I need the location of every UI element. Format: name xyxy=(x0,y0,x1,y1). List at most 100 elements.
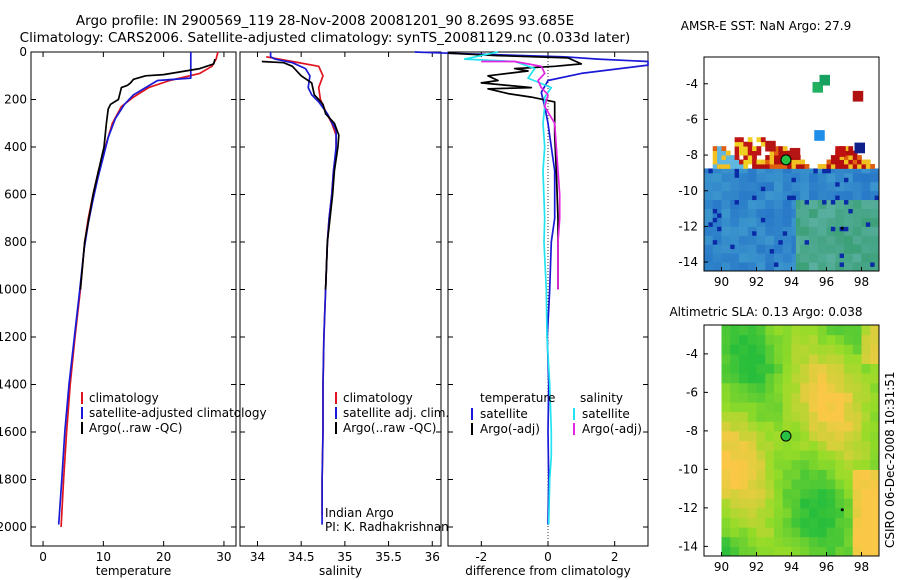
sst-cell xyxy=(717,235,722,241)
sst-cell xyxy=(717,257,722,263)
sst-cell xyxy=(787,217,792,223)
sla-cell xyxy=(791,479,801,490)
sla-cell xyxy=(730,353,740,364)
sst-cell xyxy=(826,208,832,214)
sst-cell xyxy=(865,159,871,165)
sst-cell xyxy=(857,230,862,236)
sst-cell xyxy=(760,177,766,183)
sla-cell xyxy=(739,411,749,422)
sst-cell xyxy=(813,221,819,227)
sst-cell xyxy=(782,253,788,259)
sla-cell xyxy=(747,382,757,393)
sst-cell xyxy=(857,190,862,196)
sst-cell xyxy=(760,253,766,259)
sst-cell xyxy=(800,204,806,209)
sla-cell xyxy=(800,527,810,538)
sst-cell xyxy=(830,159,836,165)
sst-cell xyxy=(778,244,784,250)
y-tick-label: -6 xyxy=(686,112,698,126)
sst-cell xyxy=(725,150,731,156)
sla-cell xyxy=(835,334,845,345)
sst-cell xyxy=(704,195,709,201)
sla-cell xyxy=(739,325,749,336)
sla-cell xyxy=(747,536,757,547)
sst-cell xyxy=(822,164,827,169)
sst-cell xyxy=(717,221,722,227)
sst-cell xyxy=(721,253,727,259)
sla-cell xyxy=(800,392,810,403)
sst-cell xyxy=(861,226,867,232)
sst-cell xyxy=(747,213,753,218)
sst-cell xyxy=(830,155,836,160)
sst-cell xyxy=(704,257,709,263)
sst-cell xyxy=(857,217,862,223)
sst-cell xyxy=(813,190,819,196)
sla-cell xyxy=(844,517,854,528)
sst-cell xyxy=(712,177,718,183)
sst-cell xyxy=(874,177,880,183)
sst-cell xyxy=(752,164,757,169)
sla-cell xyxy=(870,479,880,490)
sst-cell xyxy=(752,226,757,232)
sst-cell xyxy=(712,199,718,205)
sst-cell xyxy=(717,150,722,156)
sla-cell xyxy=(774,334,784,345)
sla-cell xyxy=(870,325,880,336)
sst-cell xyxy=(769,164,775,169)
sst-cell xyxy=(839,186,845,192)
sst-cell xyxy=(852,226,858,232)
sst-cell xyxy=(809,217,814,223)
sst-cell xyxy=(787,221,792,227)
sst-cell xyxy=(826,181,832,187)
sst-cell xyxy=(725,235,731,241)
sst-cell xyxy=(835,190,841,196)
sla-cell xyxy=(782,353,792,364)
sst-cell xyxy=(861,164,867,169)
sla-cell xyxy=(756,325,766,336)
sla-cell xyxy=(730,344,740,355)
sst-cell xyxy=(712,155,718,160)
x-tick-label: -2 xyxy=(475,550,487,564)
sla-cell xyxy=(835,527,845,538)
sst-cell xyxy=(712,204,718,209)
sst-cell xyxy=(787,168,792,174)
sst-cell xyxy=(791,159,797,165)
sst-cell xyxy=(809,177,814,183)
sst-cell xyxy=(752,190,757,196)
sst-cell xyxy=(830,199,836,205)
sst-cell xyxy=(782,168,788,174)
sst-cell xyxy=(756,262,762,267)
sst-cell xyxy=(830,239,836,245)
sla-cell xyxy=(861,450,871,461)
sst-cell xyxy=(791,195,797,201)
sst-cell xyxy=(721,217,727,223)
sst-cell xyxy=(734,221,740,227)
sla-cell xyxy=(791,382,801,393)
sst-cell xyxy=(734,172,740,178)
sla-cell xyxy=(756,411,766,422)
sla-cell xyxy=(800,479,810,490)
sst-cell xyxy=(739,164,744,169)
pi-annotation: PI: K. Radhakrishnan xyxy=(325,520,449,534)
sla-cell xyxy=(747,479,757,490)
sla-cell xyxy=(774,488,784,499)
sst-cell xyxy=(760,208,766,214)
sst-cell xyxy=(865,177,871,183)
sst-cell xyxy=(857,266,862,272)
sst-cell xyxy=(752,181,757,187)
sla-cell xyxy=(861,325,871,336)
sst-cell xyxy=(730,257,736,263)
sst-cell xyxy=(752,159,757,165)
sst-cell xyxy=(712,239,718,245)
sst-cell xyxy=(865,226,871,232)
sst-cell xyxy=(813,248,819,254)
sst-cell xyxy=(791,239,797,245)
sst-cell xyxy=(795,244,801,250)
y-tick-label: -14 xyxy=(678,255,698,269)
sst-cell xyxy=(730,190,736,196)
sst-cell xyxy=(730,244,736,250)
sst-cell xyxy=(756,150,762,156)
sla-cell xyxy=(852,353,862,364)
sst-cell xyxy=(782,199,788,205)
series-line-argo-raw-qc xyxy=(79,58,216,290)
